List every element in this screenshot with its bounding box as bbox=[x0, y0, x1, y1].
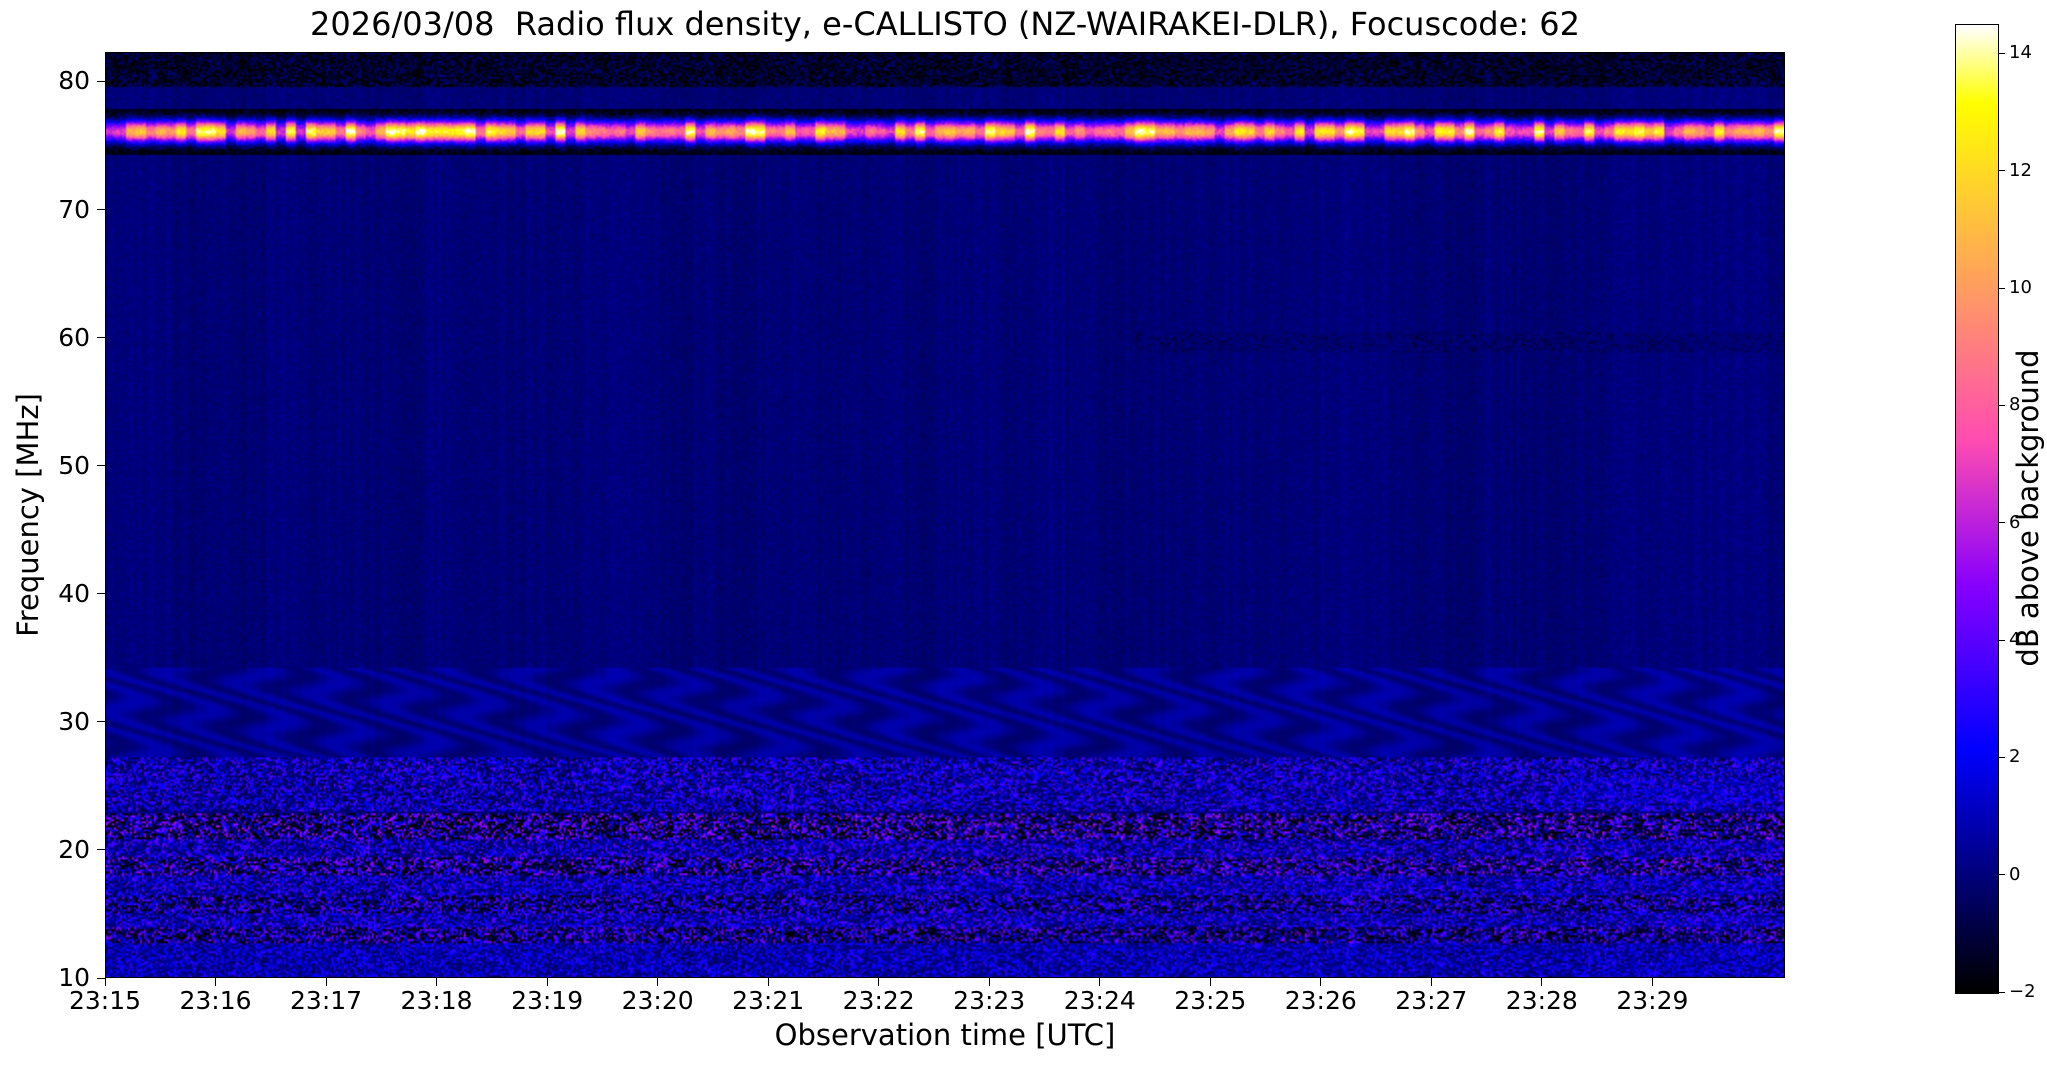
colorbar-tick-mark bbox=[1998, 52, 2005, 54]
x-tick-mark bbox=[657, 978, 659, 986]
x-tick-mark bbox=[546, 978, 548, 986]
x-tick-mark bbox=[878, 978, 880, 986]
x-tick-label: 23:20 bbox=[621, 986, 694, 1015]
colorbar-tick-mark bbox=[1998, 522, 2005, 524]
x-tick-mark bbox=[436, 978, 438, 986]
x-tick-label: 23:17 bbox=[290, 986, 363, 1015]
colorbar-tick-mark bbox=[1998, 991, 2005, 993]
x-tick-label: 23:26 bbox=[1284, 986, 1357, 1015]
colorbar-tick-mark bbox=[1998, 170, 2005, 172]
colorbar-tick-mark bbox=[1998, 404, 2005, 406]
colorbar-tick-label: 4 bbox=[2009, 629, 2021, 650]
x-axis-label: Observation time [UTC] bbox=[774, 1018, 1116, 1052]
x-tick-mark bbox=[988, 978, 990, 986]
x-tick-label: 23:21 bbox=[732, 986, 805, 1015]
chart-title: 2026/03/08 Radio flux density, e-CALLIST… bbox=[310, 5, 1580, 43]
x-tick-label: 23:15 bbox=[68, 986, 142, 1015]
colorbar-tick-mark bbox=[1998, 874, 2005, 876]
y-tick-mark bbox=[97, 209, 105, 211]
x-tick-mark bbox=[1651, 978, 1653, 986]
y-tick-mark bbox=[97, 593, 105, 595]
colorbar-tick-label: 14 bbox=[2009, 42, 2032, 64]
y-tick-label: 20 bbox=[58, 834, 90, 864]
x-tick-label: 23:24 bbox=[1063, 986, 1136, 1015]
colorbar-tick-label: 0 bbox=[2009, 863, 2021, 885]
colorbar-canvas bbox=[1956, 25, 1998, 993]
x-tick-mark bbox=[1099, 978, 1101, 986]
x-tick-mark bbox=[325, 978, 327, 986]
y-tick-label: 30 bbox=[58, 706, 90, 736]
spectrogram-plot bbox=[105, 52, 1785, 978]
y-tick-mark bbox=[97, 849, 105, 851]
x-tick-label: 23:23 bbox=[953, 986, 1026, 1015]
colorbar-tick-label: 2 bbox=[2009, 746, 2021, 768]
x-tick-mark bbox=[1430, 978, 1432, 986]
x-tick-mark bbox=[767, 978, 769, 986]
colorbar-tick-label: 6 bbox=[2009, 511, 2021, 533]
colorbar-tick-mark bbox=[1998, 639, 2005, 641]
y-tick-mark bbox=[97, 337, 105, 339]
y-tick-label: 80 bbox=[58, 66, 90, 96]
x-tick-label: 23:27 bbox=[1395, 986, 1468, 1015]
x-tick-mark bbox=[104, 978, 106, 986]
spectrogram-canvas bbox=[106, 53, 1784, 977]
x-tick-mark bbox=[215, 978, 217, 986]
colorbar bbox=[1955, 24, 1999, 994]
colorbar-tick-mark bbox=[1998, 287, 2005, 289]
y-tick-mark bbox=[97, 977, 105, 979]
x-tick-label: 23:28 bbox=[1505, 986, 1578, 1015]
y-tick-label: 40 bbox=[58, 578, 90, 608]
colorbar-tick-mark bbox=[1998, 756, 2005, 758]
x-tick-mark bbox=[1541, 978, 1543, 986]
y-tick-label: 60 bbox=[58, 322, 90, 352]
y-tick-label: 50 bbox=[58, 450, 90, 480]
x-tick-label: 23:18 bbox=[400, 986, 473, 1015]
y-tick-mark bbox=[97, 80, 105, 82]
colorbar-tick-label: 12 bbox=[2009, 159, 2032, 181]
x-tick-mark bbox=[1209, 978, 1211, 986]
x-tick-label: 23:29 bbox=[1616, 986, 1689, 1015]
y-tick-label: 10 bbox=[58, 963, 90, 992]
y-tick-mark bbox=[97, 465, 105, 467]
colorbar-tick-label: 8 bbox=[2009, 394, 2021, 416]
x-tick-label: 23:25 bbox=[1174, 986, 1247, 1015]
x-tick-label: 23:22 bbox=[842, 986, 915, 1015]
x-tick-label: 23:19 bbox=[511, 986, 584, 1015]
y-tick-mark bbox=[97, 721, 105, 723]
x-tick-mark bbox=[1320, 978, 1322, 986]
colorbar-tick-label: 10 bbox=[2009, 277, 2032, 298]
y-tick-label: 70 bbox=[58, 194, 90, 224]
x-tick-label: 23:16 bbox=[179, 986, 252, 1015]
colorbar-tick-label: −2 bbox=[2009, 981, 2036, 1002]
